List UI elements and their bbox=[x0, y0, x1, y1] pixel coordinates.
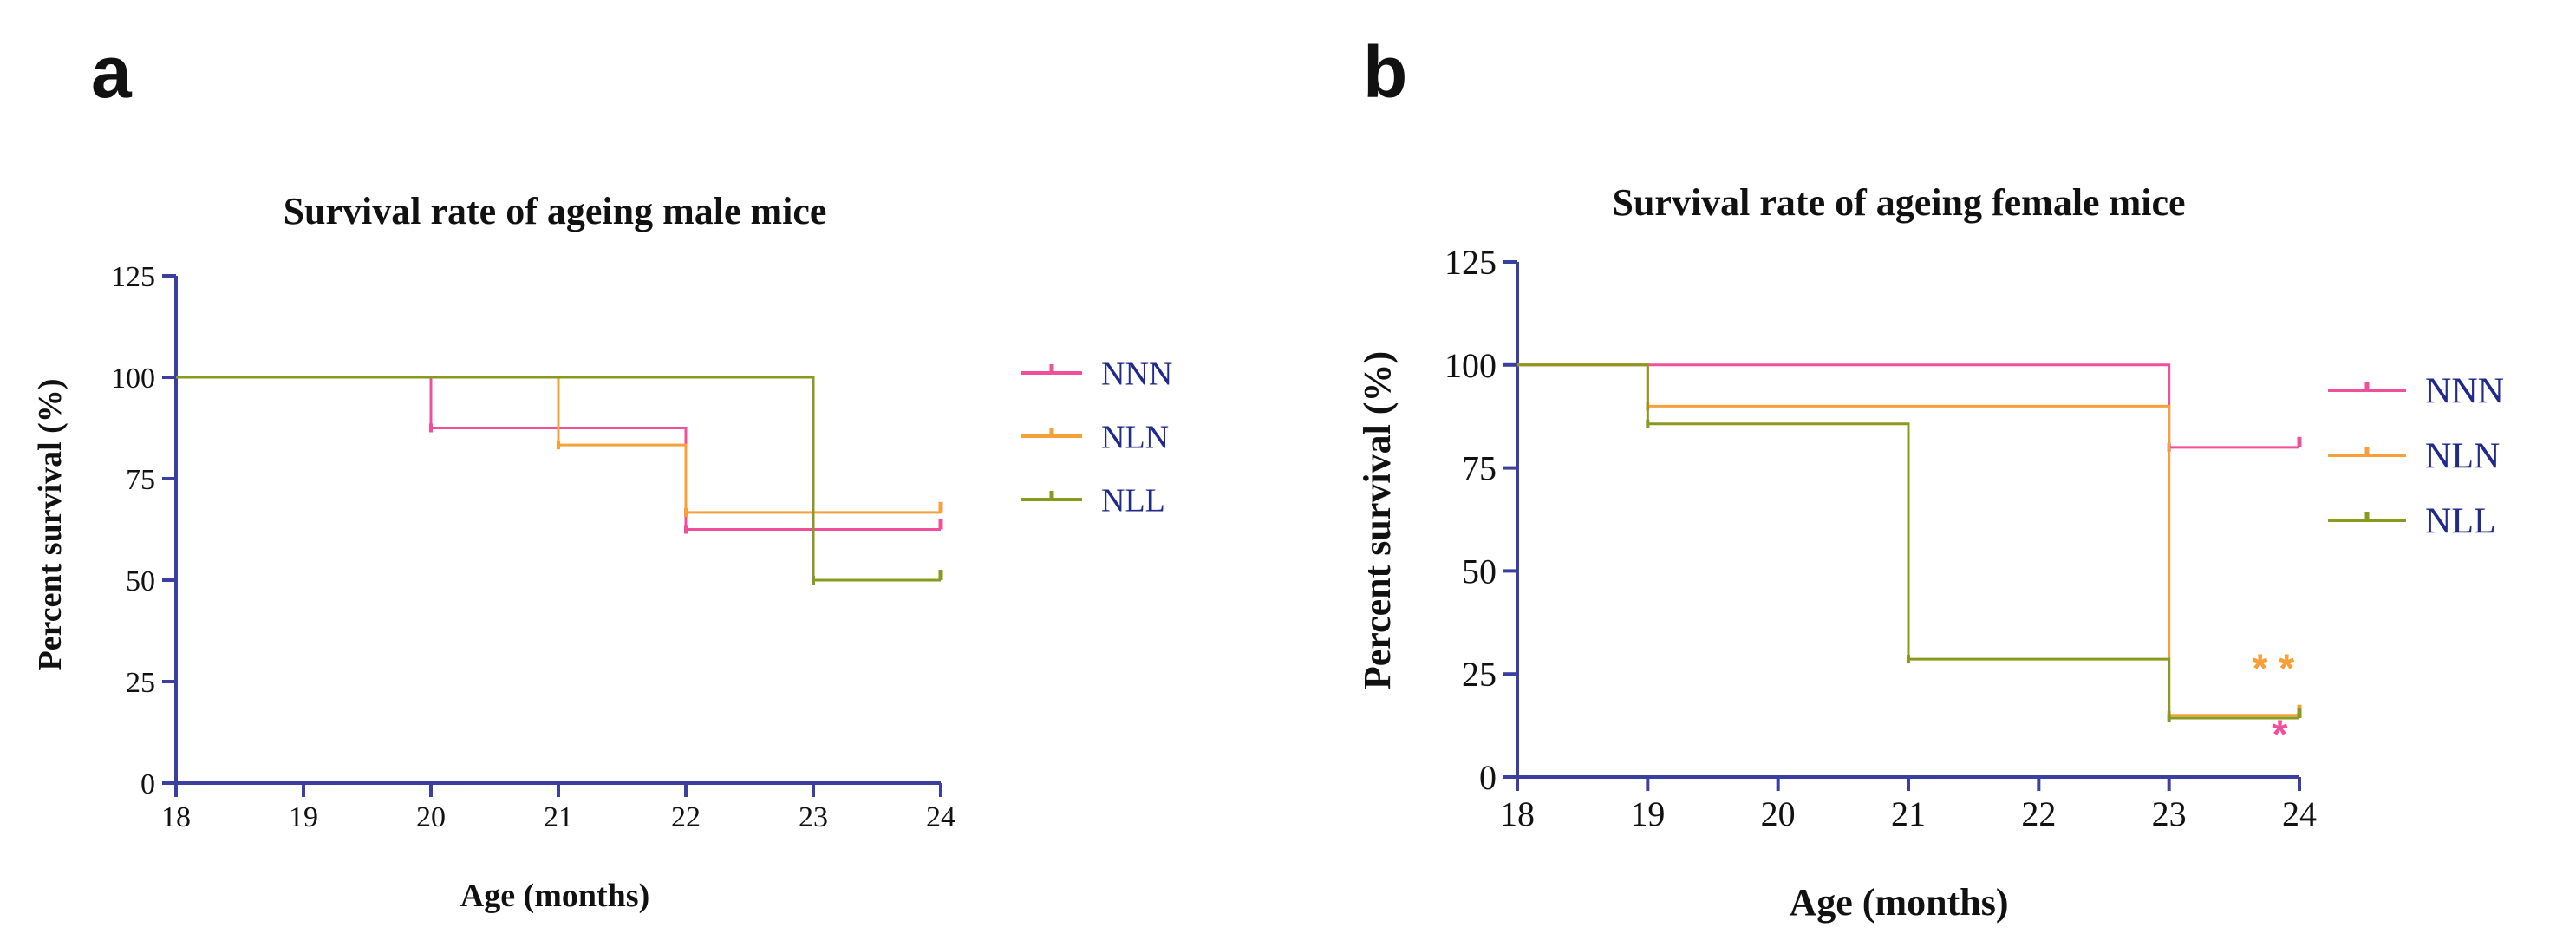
y-tick-label: 75 bbox=[126, 464, 155, 496]
y-tick-label: 0 bbox=[140, 768, 155, 800]
y-tick-label: 125 bbox=[111, 261, 155, 293]
panel-a: a Survival rate of ageing male mice Age … bbox=[32, 31, 1172, 914]
panel-b-title: Survival rate of ageing female mice bbox=[1612, 181, 2185, 224]
legend-label-nnn: NNN bbox=[2425, 372, 2504, 412]
panel-a-xlabel: Age (months) bbox=[460, 878, 649, 914]
x-tick-label: 18 bbox=[1500, 794, 1535, 833]
x-tick-label: 21 bbox=[544, 801, 573, 833]
panel-a-plot-area: 0 25 50 75 100 125 18 19 20 21 22 23 24 bbox=[111, 261, 955, 833]
series-line-nll bbox=[176, 376, 941, 582]
y-tick-label: 100 bbox=[1445, 346, 1497, 385]
y-tick-label: 25 bbox=[1462, 655, 1497, 694]
panel-a-legend: NNN NLN NLL bbox=[1021, 356, 1172, 519]
panel-b-legend: NNN NLN NLL bbox=[2328, 372, 2504, 542]
panel-b-ylabel: Percent survival (%) bbox=[1356, 351, 1399, 689]
panel-a-title: Survival rate of ageing male mice bbox=[284, 190, 827, 232]
x-tick-label: 23 bbox=[2152, 794, 2187, 833]
x-tick-label: 19 bbox=[1630, 794, 1665, 833]
panel-b-xlabel: Age (months) bbox=[1790, 881, 2009, 924]
y-tick-label: 100 bbox=[111, 362, 155, 395]
x-tick-label: 20 bbox=[416, 801, 446, 833]
legend-label-nnn: NNN bbox=[1101, 356, 1172, 392]
legend-label-nln: NLN bbox=[2425, 437, 2500, 477]
significance-marker: * bbox=[2272, 712, 2287, 757]
panel-a-letter: a bbox=[91, 31, 133, 113]
x-tick-label: 19 bbox=[289, 801, 318, 833]
x-tick-label: 18 bbox=[161, 801, 191, 833]
y-tick-label: 50 bbox=[126, 565, 155, 598]
y-tick-label: 75 bbox=[1462, 449, 1497, 488]
x-tick-label: 22 bbox=[2021, 794, 2056, 833]
y-tick-label: 125 bbox=[1445, 243, 1497, 282]
legend-label-nll: NLL bbox=[1101, 482, 1165, 519]
y-tick-label: 25 bbox=[126, 667, 155, 699]
y-tick-label: 50 bbox=[1462, 552, 1497, 591]
legend-label-nll: NLL bbox=[2425, 502, 2496, 542]
x-tick-label: 22 bbox=[671, 801, 701, 833]
x-tick-label: 20 bbox=[1761, 794, 1796, 833]
panel-b-letter: b bbox=[1363, 31, 1407, 113]
x-tick-label: 24 bbox=[926, 801, 955, 833]
panel-a-ylabel: Percent survival (%) bbox=[32, 379, 68, 671]
legend-label-nln: NLN bbox=[1101, 419, 1169, 455]
x-tick-label: 21 bbox=[1891, 794, 1926, 833]
x-tick-label: 24 bbox=[2282, 794, 2317, 833]
y-tick-label: 0 bbox=[1479, 758, 1497, 797]
series-line-nll bbox=[1517, 363, 2299, 720]
significance-marker: * * bbox=[2253, 646, 2295, 691]
panel-b: b Survival rate of ageing female mice Ag… bbox=[1356, 31, 2504, 924]
x-tick-label: 23 bbox=[799, 801, 828, 833]
panel-b-plot-area: 0 25 50 75 100 125 18 19 20 21 22 23 24 * * * bbox=[1445, 243, 2317, 833]
